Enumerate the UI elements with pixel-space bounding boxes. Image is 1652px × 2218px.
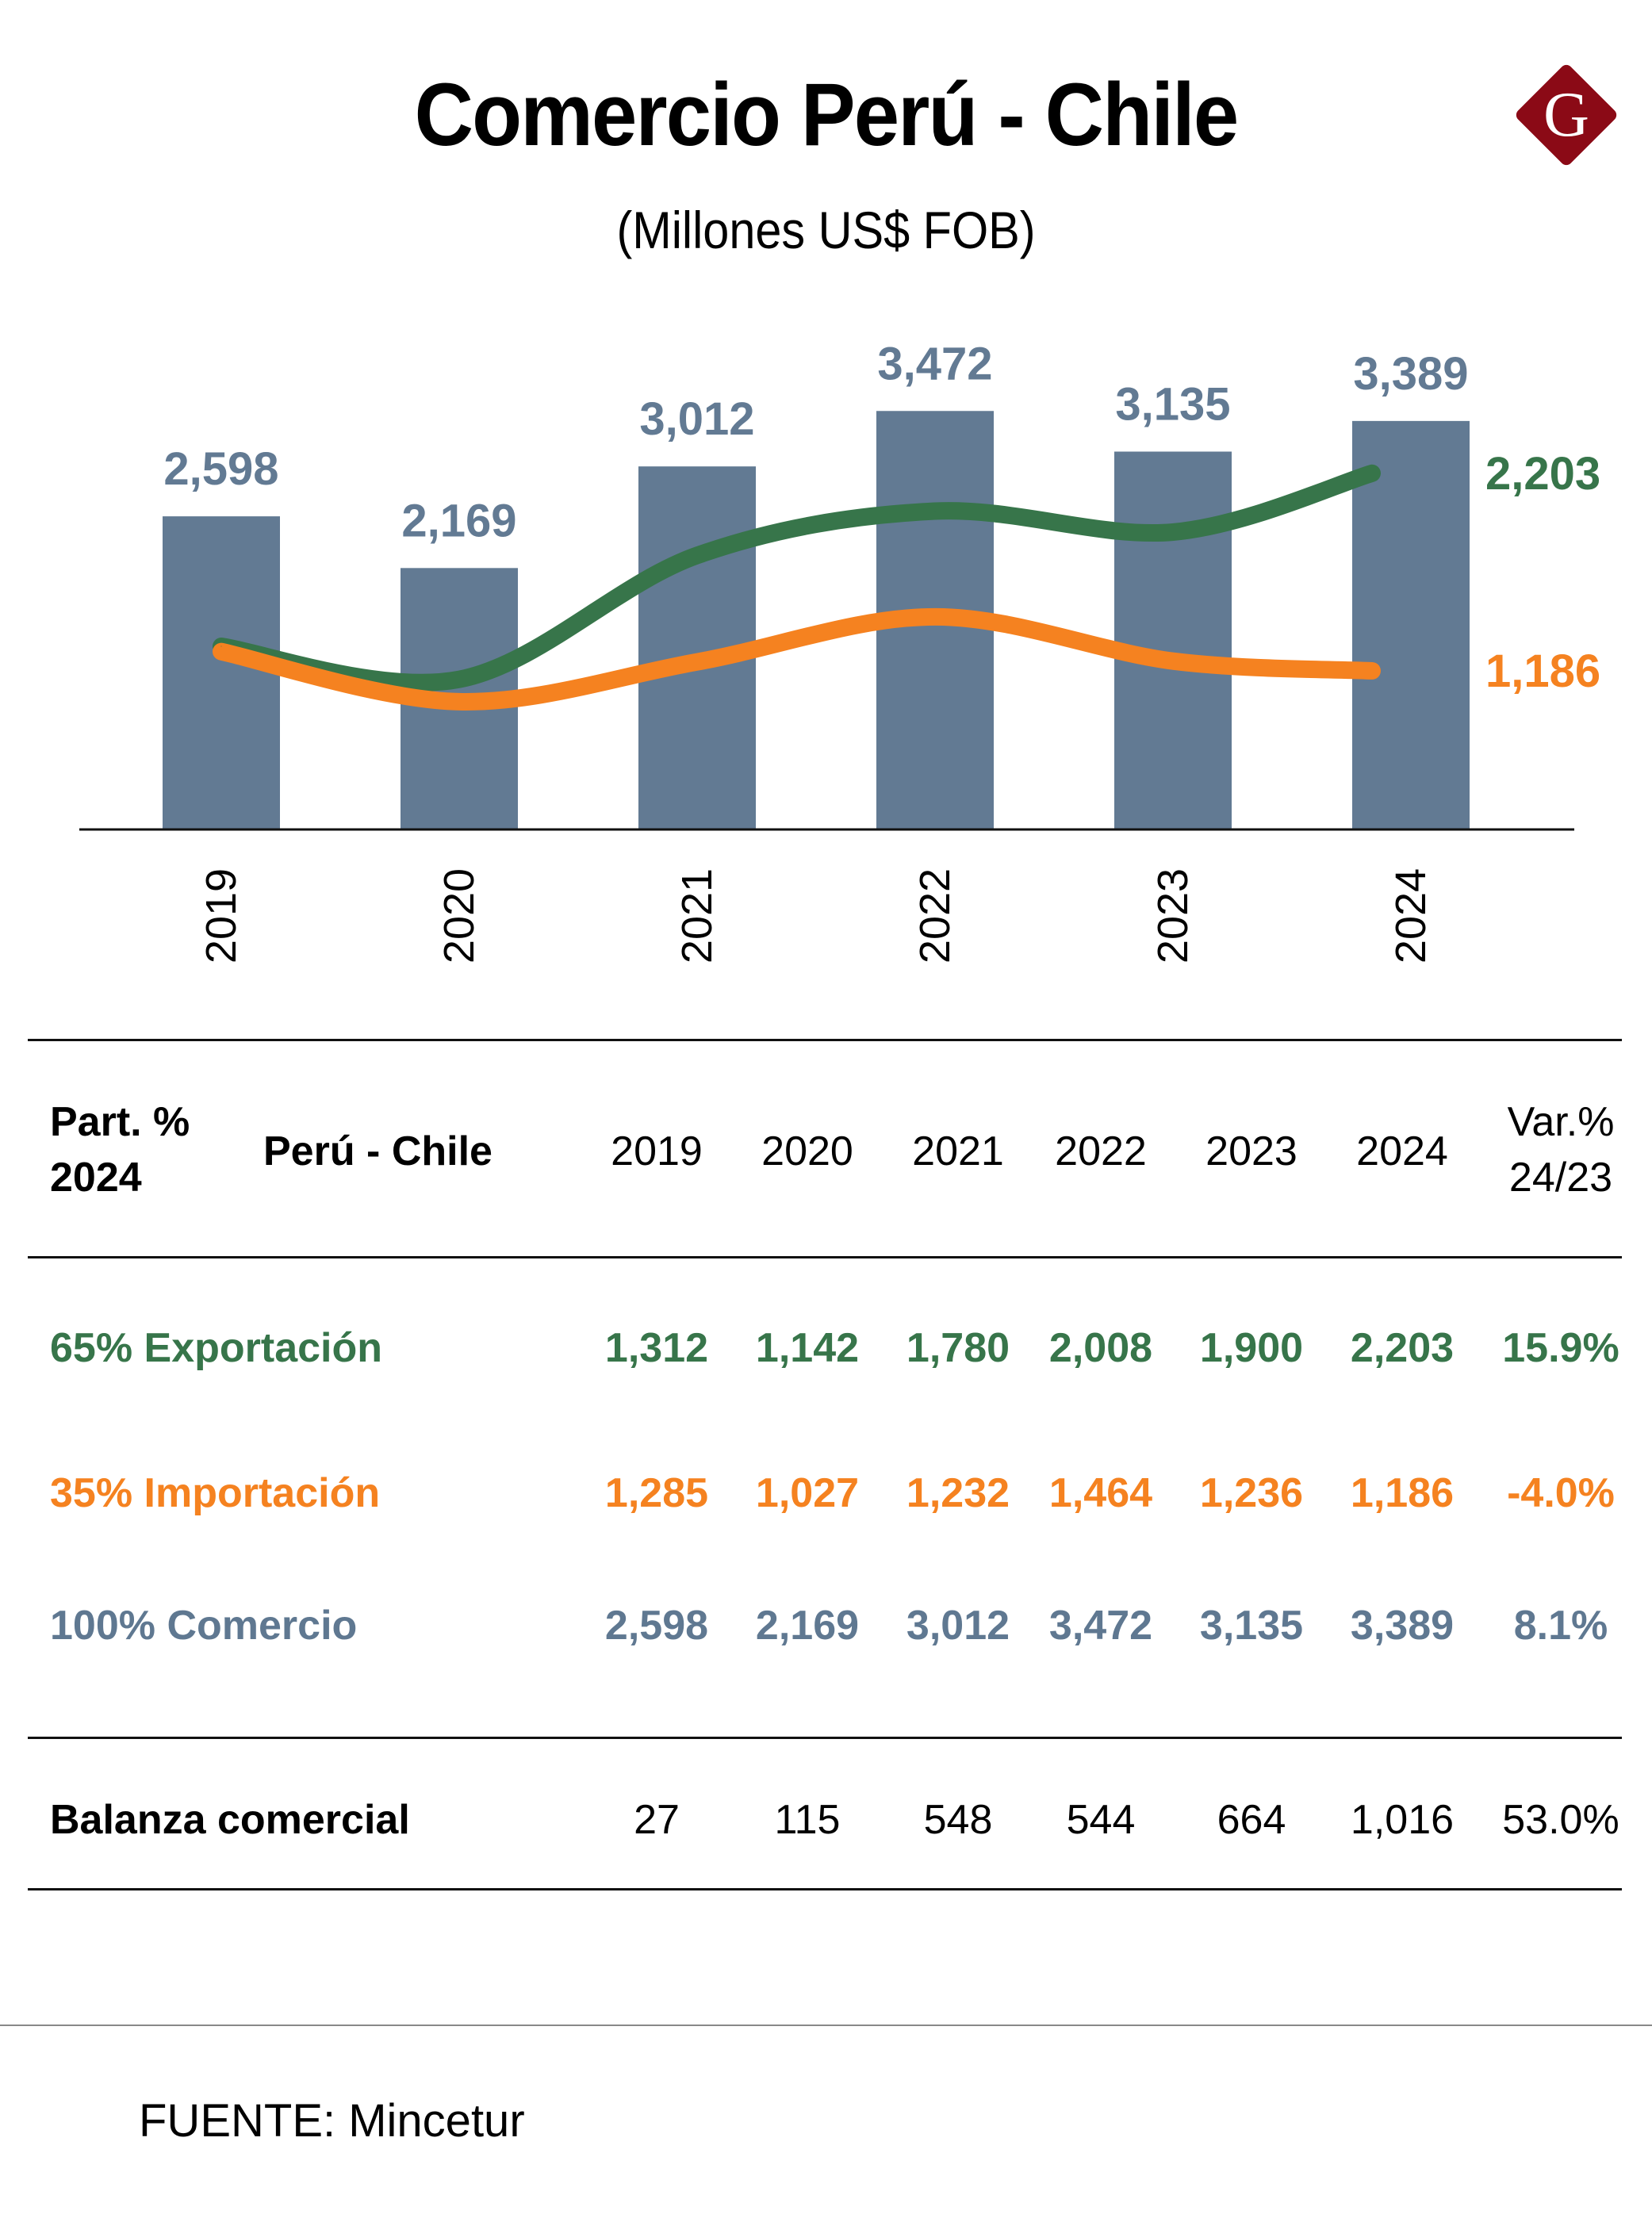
row-value-2022: 1,464	[1048, 1470, 1153, 1516]
bar-2023	[1114, 451, 1232, 829]
row-value-2023: 3,135	[1199, 1603, 1304, 1649]
x-tick-2021: 2021	[673, 868, 721, 963]
row-value-2019: 2,598	[604, 1603, 709, 1649]
import-line	[213, 607, 1381, 711]
balance-value-2021: 548	[923, 1797, 993, 1843]
logo-letter: G	[1543, 80, 1589, 150]
row-label: 65% Exportación	[50, 1325, 383, 1371]
chart-subtitle: (Millones US$ FOB)	[616, 201, 1036, 259]
row-variation: -4.0%	[1507, 1470, 1615, 1516]
import-point-2022	[934, 616, 936, 618]
row-variation: 15.9%	[1502, 1325, 1619, 1371]
balance-value-2022: 544	[1066, 1797, 1136, 1843]
balance-value-2023: 664	[1217, 1797, 1286, 1843]
import-point-2021	[696, 661, 698, 663]
year-header-2019: 2019	[611, 1128, 703, 1174]
row-value-2022: 2,008	[1048, 1325, 1153, 1371]
table-top-rule	[28, 1039, 1622, 1041]
balance-value-2024: 1,016	[1350, 1797, 1455, 1843]
year-header-2020: 2020	[761, 1128, 853, 1174]
row-value-2021: 1,780	[906, 1325, 1010, 1371]
combo-chart: 2,598 2,169 3,012 3,472 3,135 3,389 2,203 1,186…	[79, 338, 1600, 963]
part-header-line1: Part. %	[50, 1099, 190, 1145]
export-point-2023	[1172, 531, 1174, 533]
year-header-2021: 2021	[912, 1128, 1004, 1174]
gestion-logo-icon: G	[1516, 64, 1617, 166]
balance-value-2020: 115	[774, 1797, 841, 1843]
part-header-line2: 2024	[50, 1155, 142, 1201]
row-value-2023: 1,236	[1199, 1470, 1304, 1516]
export-point-2019	[220, 645, 222, 647]
table-balance-rule	[28, 1737, 1622, 1739]
row-value-2020: 1,027	[755, 1470, 860, 1516]
logo-diamond	[1516, 64, 1617, 166]
row-value-2020: 2,169	[755, 1603, 860, 1649]
lines-layer	[213, 464, 1381, 711]
var-header-line1: Var.%	[1507, 1099, 1615, 1145]
x-tick-2020: 2020	[435, 868, 483, 963]
bar-value-label-2021: 3,012	[639, 393, 754, 445]
import-point-2024	[1371, 670, 1373, 672]
balance-variation: 53.0%	[1502, 1797, 1619, 1843]
x-tick-2023: 2023	[1149, 868, 1197, 963]
name-header: Perú - Chile	[263, 1128, 493, 1174]
footer-rule	[0, 2025, 1652, 2026]
x-tick-labels: 2019 2020 2021 2022 2023 2024	[197, 868, 1435, 963]
x-tick-2019: 2019	[197, 868, 245, 963]
x-tick-2024: 2024	[1387, 868, 1435, 963]
row-value-2022: 3,472	[1048, 1603, 1153, 1649]
row-value-2024: 3,389	[1350, 1603, 1455, 1649]
bar-value-label-2022: 3,472	[877, 338, 992, 389]
import-end-label: 1,186	[1485, 645, 1600, 697]
export-line	[213, 464, 1381, 691]
export-point-2020	[458, 679, 460, 680]
balance-label: Balanza comercial	[50, 1797, 410, 1843]
year-header-2022: 2022	[1055, 1128, 1147, 1174]
bar-value-label-2020: 2,169	[401, 495, 516, 546]
year-header-2023: 2023	[1205, 1128, 1297, 1174]
row-value-2024: 1,186	[1350, 1470, 1455, 1516]
table-bottom-rule	[28, 1888, 1622, 1890]
labels-layer: 2,598 2,169 3,012 3,472 3,135 3,389 2,203 1,186	[163, 338, 1600, 697]
row-value-2021: 1,232	[906, 1470, 1010, 1516]
export-point-2021	[696, 554, 698, 556]
table-header-rule	[28, 1256, 1622, 1258]
row-value-2023: 1,900	[1199, 1325, 1304, 1371]
x-tick-2022: 2022	[911, 868, 959, 963]
bar-value-label-2023: 3,135	[1115, 378, 1230, 430]
year-header-2024: 2024	[1356, 1128, 1448, 1174]
row-label: 35% Importación	[50, 1470, 381, 1516]
import-point-2019	[220, 651, 222, 653]
row-value-2024: 2,203	[1350, 1325, 1455, 1371]
row-value-2021: 3,012	[906, 1603, 1010, 1649]
bar-2019	[163, 516, 280, 829]
chart-title: Comercio Perú - Chile	[414, 65, 1240, 164]
import-point-2020	[458, 701, 460, 703]
bars-layer	[163, 411, 1470, 829]
bar-value-label-2019: 2,598	[163, 443, 278, 495]
export-end-label: 2,203	[1485, 448, 1600, 500]
row-value-2020: 1,142	[755, 1325, 860, 1371]
bar-2024	[1352, 420, 1470, 829]
row-value-2019: 1,285	[604, 1470, 709, 1516]
source-note: FUENTE: Mincetur	[139, 2095, 525, 2147]
balance-value-2019: 27	[634, 1797, 680, 1843]
row-value-2019: 1,312	[604, 1325, 709, 1371]
bar-value-label-2024: 3,389	[1353, 348, 1468, 400]
row-variation: 8.1%	[1513, 1603, 1608, 1649]
row-label: 100% Comercio	[50, 1603, 358, 1649]
var-header-line2: 24/23	[1508, 1155, 1613, 1201]
